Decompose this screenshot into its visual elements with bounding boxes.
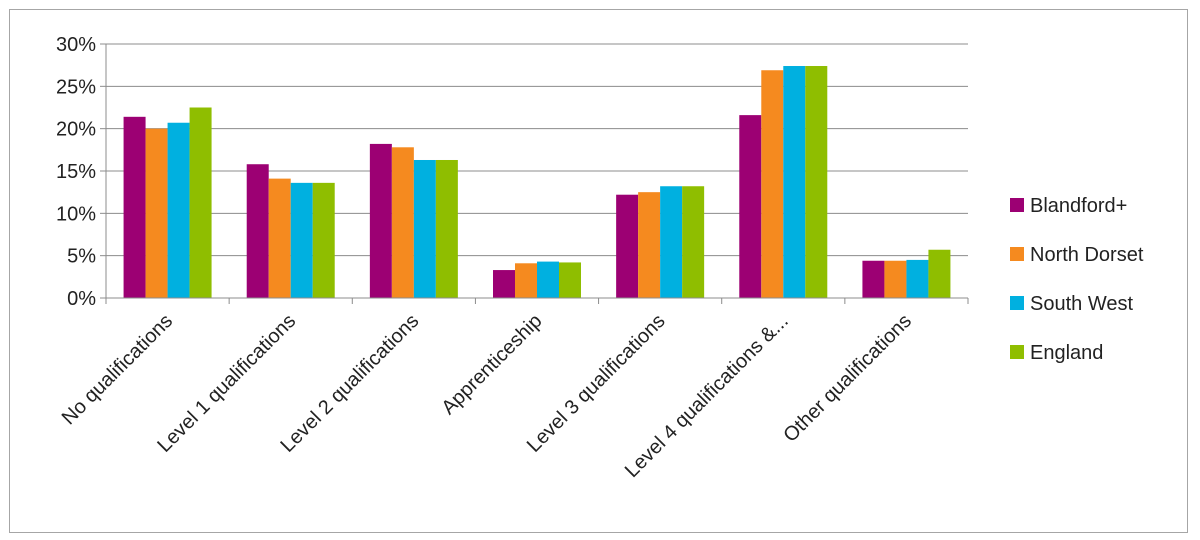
legend-label: North Dorset (1030, 244, 1144, 266)
y-tick-label: 0% (67, 288, 96, 310)
bar-south-west (290, 182, 313, 298)
legend-swatch (1010, 198, 1024, 212)
bar-blandford- (123, 116, 146, 299)
bar-north-dorset (145, 128, 168, 298)
bar-north-dorset (515, 263, 537, 298)
bar-england (435, 159, 458, 298)
bar-south-west (660, 186, 683, 298)
y-tick-label: 25% (56, 76, 96, 98)
y-tick-label: 5% (67, 246, 96, 268)
legend: Blandford+ North Dorset South West England (1010, 195, 1144, 364)
bar-north-dorset (391, 147, 414, 298)
category-label: Level 1 qualifications (153, 310, 300, 457)
legend-label: South West (1030, 293, 1133, 315)
legend-item-england: England (1010, 342, 1103, 364)
bar-blandford- (739, 115, 762, 299)
bar-england (805, 66, 828, 298)
bar-blandford- (246, 164, 269, 298)
bar-north-dorset (884, 260, 907, 298)
legend-item-north-dorset: North Dorset (1010, 244, 1144, 266)
legend-swatch (1010, 296, 1024, 310)
bar-blandford- (862, 260, 885, 298)
bar-blandford- (493, 270, 515, 298)
grid-lines (106, 43, 968, 257)
bar-south-west (413, 159, 436, 298)
legend-label: England (1030, 342, 1103, 364)
category-label: Level 3 qualifications (523, 310, 670, 457)
y-tick-label: 30% (56, 34, 96, 56)
category-label: No qualifications (58, 310, 177, 429)
y-tick-label: 15% (56, 161, 96, 183)
legend-swatch (1010, 345, 1024, 359)
bar-south-west (167, 122, 190, 299)
bar-south-west (906, 259, 929, 298)
legend-label: Blandford+ (1030, 195, 1127, 217)
legend-item-blandford-: Blandford+ (1010, 195, 1127, 217)
legend-item-south-west: South West (1010, 293, 1133, 315)
axes (100, 43, 969, 304)
bar-blandford- (616, 194, 639, 298)
bar-south-west (783, 66, 806, 298)
bar-england (928, 249, 951, 298)
y-tick-label: 10% (56, 203, 96, 225)
legend-swatch (1010, 247, 1024, 261)
bar-south-west (537, 261, 559, 298)
bar-north-dorset (638, 192, 661, 298)
bar-england (682, 186, 705, 298)
bar-north-dorset (761, 70, 784, 298)
y-tick-labels: 0% 5% 10% 15% 20% 25% 30% (56, 34, 96, 310)
bar-england (312, 182, 335, 298)
category-label: Other qualifications (779, 310, 916, 447)
bar-north-dorset (268, 178, 291, 298)
bar-england (189, 107, 212, 298)
category-label: Level 2 qualifications (277, 310, 424, 457)
bar-blandford- (369, 143, 392, 298)
bar-england (559, 262, 581, 298)
y-tick-label: 20% (56, 119, 96, 141)
category-label: Apprenticeship (437, 310, 546, 419)
bars (123, 66, 951, 299)
